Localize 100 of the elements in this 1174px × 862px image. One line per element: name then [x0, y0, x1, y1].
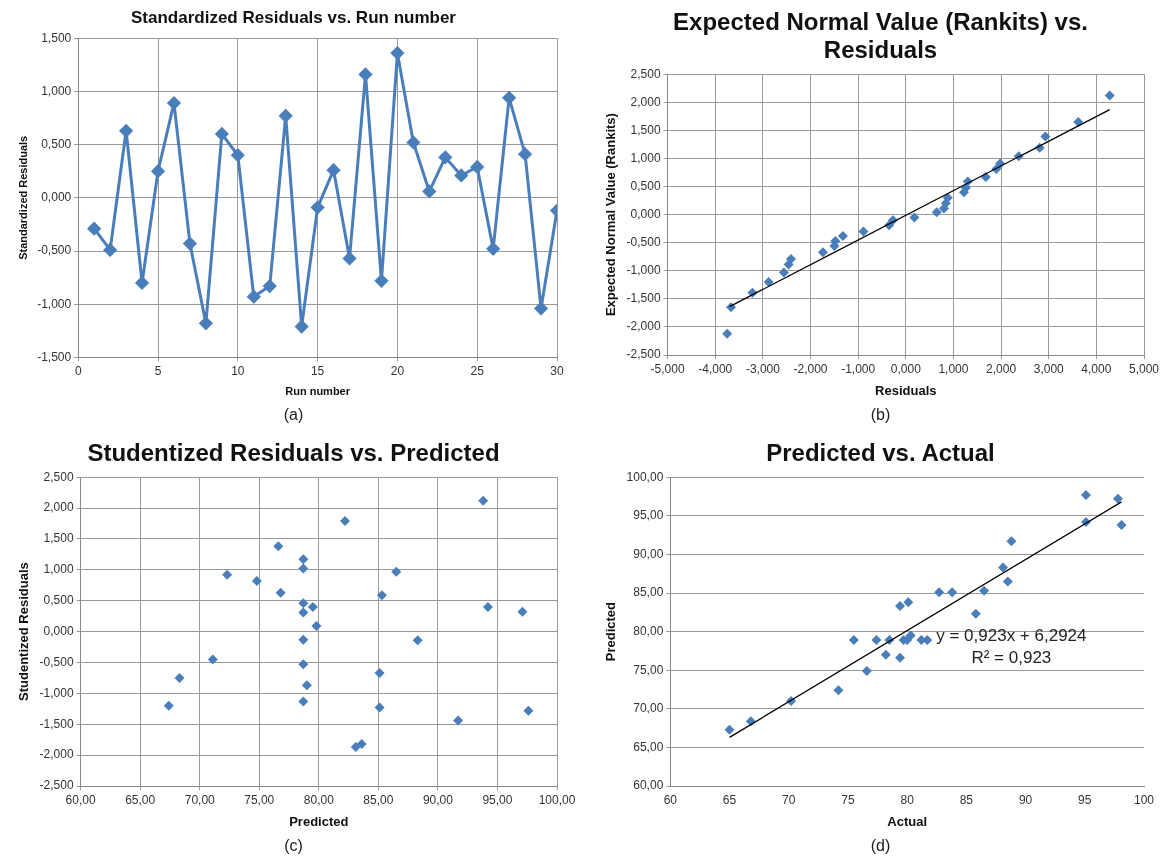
point [87, 222, 101, 236]
point [817, 247, 828, 258]
y-tick-label: 1,500 [40, 30, 72, 45]
x-tick-label: 65 [722, 792, 737, 807]
point [422, 184, 436, 198]
point [376, 590, 387, 601]
point [182, 237, 196, 251]
point [908, 212, 919, 223]
point [135, 276, 149, 290]
y-tick-label: -1,500 [39, 716, 74, 731]
y-tick-label: -2,000 [39, 747, 74, 762]
y-tick-label: 2,500 [630, 66, 661, 81]
y-tick-label: 0,500 [630, 178, 661, 193]
point [310, 621, 321, 632]
point [870, 635, 881, 646]
point [358, 67, 372, 81]
point [297, 634, 308, 645]
y-tick-label: 95,00 [632, 508, 664, 523]
y-tick-label: 0,000 [40, 190, 72, 205]
point [412, 635, 423, 646]
x-tick-label: 60 [663, 792, 677, 807]
y-tick-label: 1,500 [630, 122, 661, 137]
x-tick-label: 5 [154, 363, 162, 378]
point [933, 587, 944, 598]
x-tick-label: 95 [1077, 792, 1092, 807]
x-axis-title: Run number [284, 385, 351, 398]
point [946, 587, 957, 598]
point [778, 267, 789, 278]
point [221, 569, 232, 580]
point [931, 207, 942, 218]
x-tick-label: 85,00 [362, 792, 394, 807]
y-tick-label: 0,500 [43, 593, 74, 608]
y-tick-label: -1,000 [626, 263, 661, 278]
point [518, 147, 532, 161]
point [1039, 131, 1050, 142]
x-tick-label: 1,000 [937, 361, 969, 376]
x-tick-label: 5,000 [1128, 361, 1159, 376]
point [438, 150, 452, 164]
point [486, 242, 500, 256]
point [516, 606, 527, 617]
point [1104, 90, 1115, 101]
x-tick-label: -3,000 [745, 361, 780, 376]
y-tick-label: 2,000 [43, 500, 74, 515]
point [454, 168, 468, 182]
x-tick-label: 80 [899, 792, 914, 807]
point [837, 230, 848, 241]
point [902, 597, 913, 608]
point [721, 328, 732, 339]
x-tick-label: 25 [470, 363, 484, 378]
point [198, 316, 212, 330]
y-axis-title: Studentized Residuals [15, 562, 31, 701]
x-axis-title: Residuals [874, 382, 937, 398]
x-tick-label: 4,000 [1080, 361, 1112, 376]
point [297, 659, 308, 670]
point [310, 200, 324, 214]
point [297, 554, 308, 565]
x-tick-label: 10 [230, 363, 245, 378]
x-tick-label: 70 [781, 792, 796, 807]
point [278, 109, 292, 123]
point [374, 667, 385, 678]
y-tick-label: 2,000 [630, 94, 661, 109]
chart-title: Standardized Residuals vs. Run number [131, 8, 456, 28]
point [307, 601, 318, 612]
y-tick-label: 80,00 [632, 623, 664, 638]
point [374, 702, 385, 713]
point [103, 243, 117, 257]
x-tick-label: 100,00 [538, 792, 576, 807]
point [251, 575, 262, 586]
x-tick-label: 0,000 [890, 361, 921, 376]
point [301, 680, 312, 691]
point [763, 276, 774, 287]
point [1112, 493, 1123, 504]
point [857, 226, 868, 237]
y-tick-label: 60,00 [632, 778, 664, 793]
point [166, 96, 180, 110]
point [230, 148, 244, 162]
y-tick-label: 90,00 [632, 546, 664, 561]
y-tick-label: -0,500 [626, 234, 661, 249]
y-tick-label: 1,000 [40, 83, 72, 98]
point [151, 164, 165, 178]
point [978, 585, 989, 596]
point [326, 163, 340, 177]
x-tick-label: 20 [390, 363, 404, 378]
point [880, 649, 891, 660]
annotation: R² = 0,923 [970, 647, 1051, 667]
point [502, 91, 516, 105]
point [1116, 520, 1126, 531]
point [214, 127, 228, 141]
point [894, 652, 905, 663]
x-tick-label: 60,00 [65, 792, 96, 807]
point [272, 541, 283, 552]
point [970, 608, 981, 619]
y-tick-label: 100,00 [626, 469, 664, 484]
x-tick-label: -5,000 [650, 361, 685, 376]
point [374, 274, 388, 288]
x-tick-label: 100 [1133, 792, 1154, 807]
y-tick-label: 0,000 [43, 623, 74, 638]
x-tick-label: -2,000 [793, 361, 828, 376]
chart-title: Expected Normal Value (Rankits) vs. Residuals [672, 8, 1089, 64]
point [297, 563, 308, 574]
